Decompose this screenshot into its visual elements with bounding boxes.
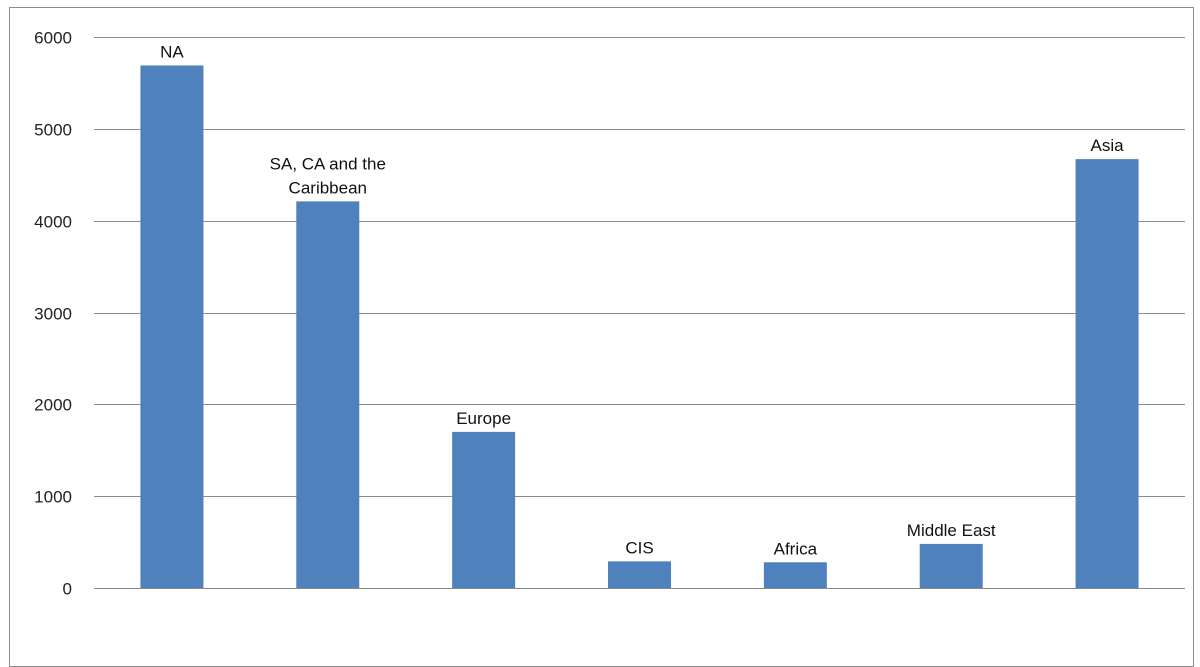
bar [608, 561, 671, 588]
bar [919, 543, 983, 588]
bar [763, 562, 827, 588]
y-tick-label: 3000 [34, 305, 72, 324]
data-label: SA, CA and the [270, 154, 386, 173]
y-axis-ticks: 0 1000 2000 3000 4000 5000 6000 [34, 29, 72, 599]
y-tick-label: 2000 [34, 396, 72, 415]
data-label: Middle East [907, 521, 996, 540]
bar [296, 201, 360, 589]
y-tick-label: 6000 [34, 29, 72, 48]
y-tick-label: 0 [63, 580, 72, 599]
gridlines [94, 37, 1185, 589]
bar [452, 431, 516, 588]
data-label: Asia [1091, 136, 1125, 155]
chart-frame [9, 7, 1194, 667]
y-tick-label: 4000 [34, 213, 72, 232]
data-label: Europe [456, 409, 511, 428]
bar [140, 65, 204, 589]
data-labels: NA SA, CA and the Caribbean Europe CIS Africa… [160, 42, 1124, 558]
bars [140, 65, 1139, 589]
bar [1075, 159, 1139, 588]
data-label: NA [160, 42, 184, 61]
data-label: CIS [625, 538, 653, 557]
data-label: Caribbean [289, 178, 367, 197]
y-tick-label: 5000 [34, 121, 72, 140]
y-tick-label: 1000 [34, 488, 72, 507]
data-label: Africa [774, 539, 818, 558]
